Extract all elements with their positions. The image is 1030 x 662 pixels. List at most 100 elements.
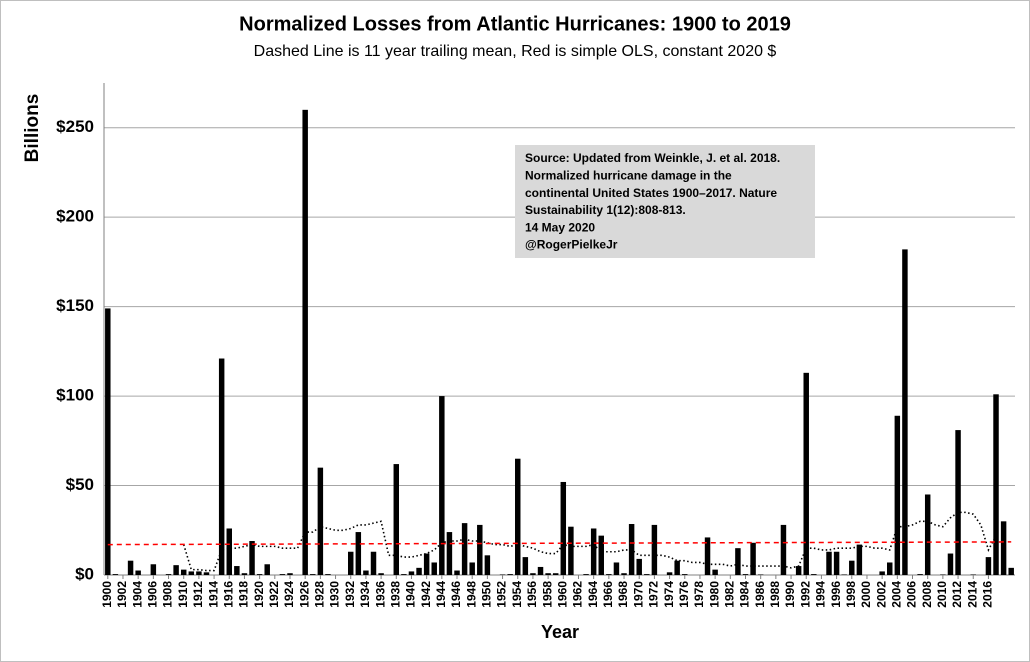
bar — [606, 574, 612, 575]
bar — [636, 558, 642, 575]
bar — [1008, 567, 1014, 575]
x-tick-label: 1976 — [677, 581, 691, 608]
x-tick-label: 1906 — [146, 581, 160, 608]
x-tick-label: 1966 — [601, 581, 615, 608]
x-tick-label: 1972 — [647, 581, 661, 608]
bar — [902, 249, 908, 576]
bar — [735, 548, 741, 575]
bar — [742, 574, 749, 575]
annotation-line: 14 May 2020 — [525, 220, 595, 234]
bar — [264, 564, 270, 575]
x-tick-label: 1982 — [722, 581, 736, 608]
bar — [127, 560, 134, 575]
x-tick-label: 2004 — [890, 581, 904, 608]
bar — [598, 535, 604, 575]
x-tick-label: 1958 — [540, 581, 554, 608]
bar — [112, 574, 119, 575]
bar — [203, 572, 210, 575]
x-tick-label: 1908 — [161, 581, 175, 608]
x-tick-label: 1962 — [571, 581, 585, 608]
bar — [226, 528, 232, 575]
x-tick-label: 1902 — [115, 581, 129, 608]
annotation-line: Sustainability 1(12):808-813. — [525, 203, 686, 217]
x-tick-label: 1954 — [510, 581, 524, 608]
x-tick-label: 1968 — [616, 581, 630, 608]
bar — [856, 544, 863, 575]
bar — [993, 394, 999, 575]
bar — [924, 494, 931, 575]
x-tick-label: 1978 — [692, 581, 706, 608]
x-tick-label: 1952 — [495, 581, 509, 608]
bar — [590, 528, 597, 575]
x-tick-label: 1928 — [313, 581, 327, 608]
bar — [940, 574, 946, 575]
bar — [401, 574, 407, 575]
bar — [826, 551, 832, 575]
x-tick-label: 1984 — [738, 581, 752, 608]
bar — [423, 553, 430, 575]
bar — [363, 570, 369, 575]
x-tick-label: 1948 — [464, 581, 478, 608]
bar — [310, 574, 316, 575]
chart-title: Normalized Losses from Atlantic Hurrican… — [239, 13, 791, 35]
bar — [234, 566, 240, 575]
bar — [947, 553, 954, 575]
x-tick-label: 1986 — [753, 581, 767, 608]
y-tick-label: $150 — [56, 296, 94, 315]
bar — [393, 464, 400, 575]
bar — [347, 551, 354, 575]
x-tick-label: 1998 — [844, 581, 858, 608]
bar — [552, 573, 559, 575]
x-tick-label: 1924 — [282, 581, 296, 608]
bar — [545, 573, 551, 575]
x-tick-label: 1970 — [631, 581, 645, 608]
bar — [279, 574, 286, 575]
bar — [879, 571, 885, 575]
y-tick-label: $200 — [56, 207, 94, 226]
bar — [757, 574, 764, 575]
bar — [583, 574, 589, 575]
bar — [180, 569, 187, 575]
annotation-line: @RogerPielkeJr — [525, 238, 618, 252]
x-tick-label: 2016 — [981, 581, 995, 608]
chart-subtitle: Dashed Line is 11 year trailing mean, Re… — [254, 43, 777, 60]
x-tick-label: 2010 — [935, 581, 949, 608]
bar — [849, 560, 855, 575]
x-tick-label: 1900 — [100, 581, 114, 608]
x-tick-label: 1992 — [798, 581, 812, 608]
x-tick-label: 1990 — [783, 581, 797, 608]
x-tick-label: 1912 — [191, 581, 205, 608]
bar — [811, 574, 817, 575]
y-tick-label: $50 — [66, 475, 94, 494]
bar — [894, 415, 901, 575]
bar — [537, 566, 544, 575]
bar — [439, 396, 445, 575]
bar — [644, 574, 650, 575]
bar — [917, 574, 923, 575]
bar — [302, 109, 308, 575]
x-tick-label: 2000 — [859, 581, 873, 608]
x-tick-label: 1934 — [358, 581, 372, 608]
x-tick-label: 1926 — [297, 581, 311, 608]
bar — [370, 551, 377, 575]
y-tick-label: $100 — [56, 386, 94, 405]
annotation-line: continental United States 1900–2017. Nat… — [525, 186, 777, 200]
y-tick-label: $0 — [75, 564, 94, 583]
bar — [477, 524, 483, 575]
x-tick-label: 1988 — [768, 581, 782, 608]
bar — [613, 562, 620, 575]
bar — [241, 573, 248, 575]
bar — [317, 467, 324, 575]
x-tick-label: 1980 — [707, 581, 721, 608]
x-tick-label: 1932 — [343, 581, 357, 608]
bar — [560, 481, 567, 575]
bar — [780, 524, 787, 575]
bar — [682, 574, 688, 575]
bar — [416, 567, 422, 575]
bar — [955, 430, 961, 575]
x-tick-label: 1918 — [237, 581, 251, 608]
x-tick-label: 2002 — [874, 581, 888, 608]
bar — [408, 571, 415, 575]
x-tick-label: 1944 — [434, 581, 448, 608]
x-tick-label: 1996 — [829, 581, 843, 608]
